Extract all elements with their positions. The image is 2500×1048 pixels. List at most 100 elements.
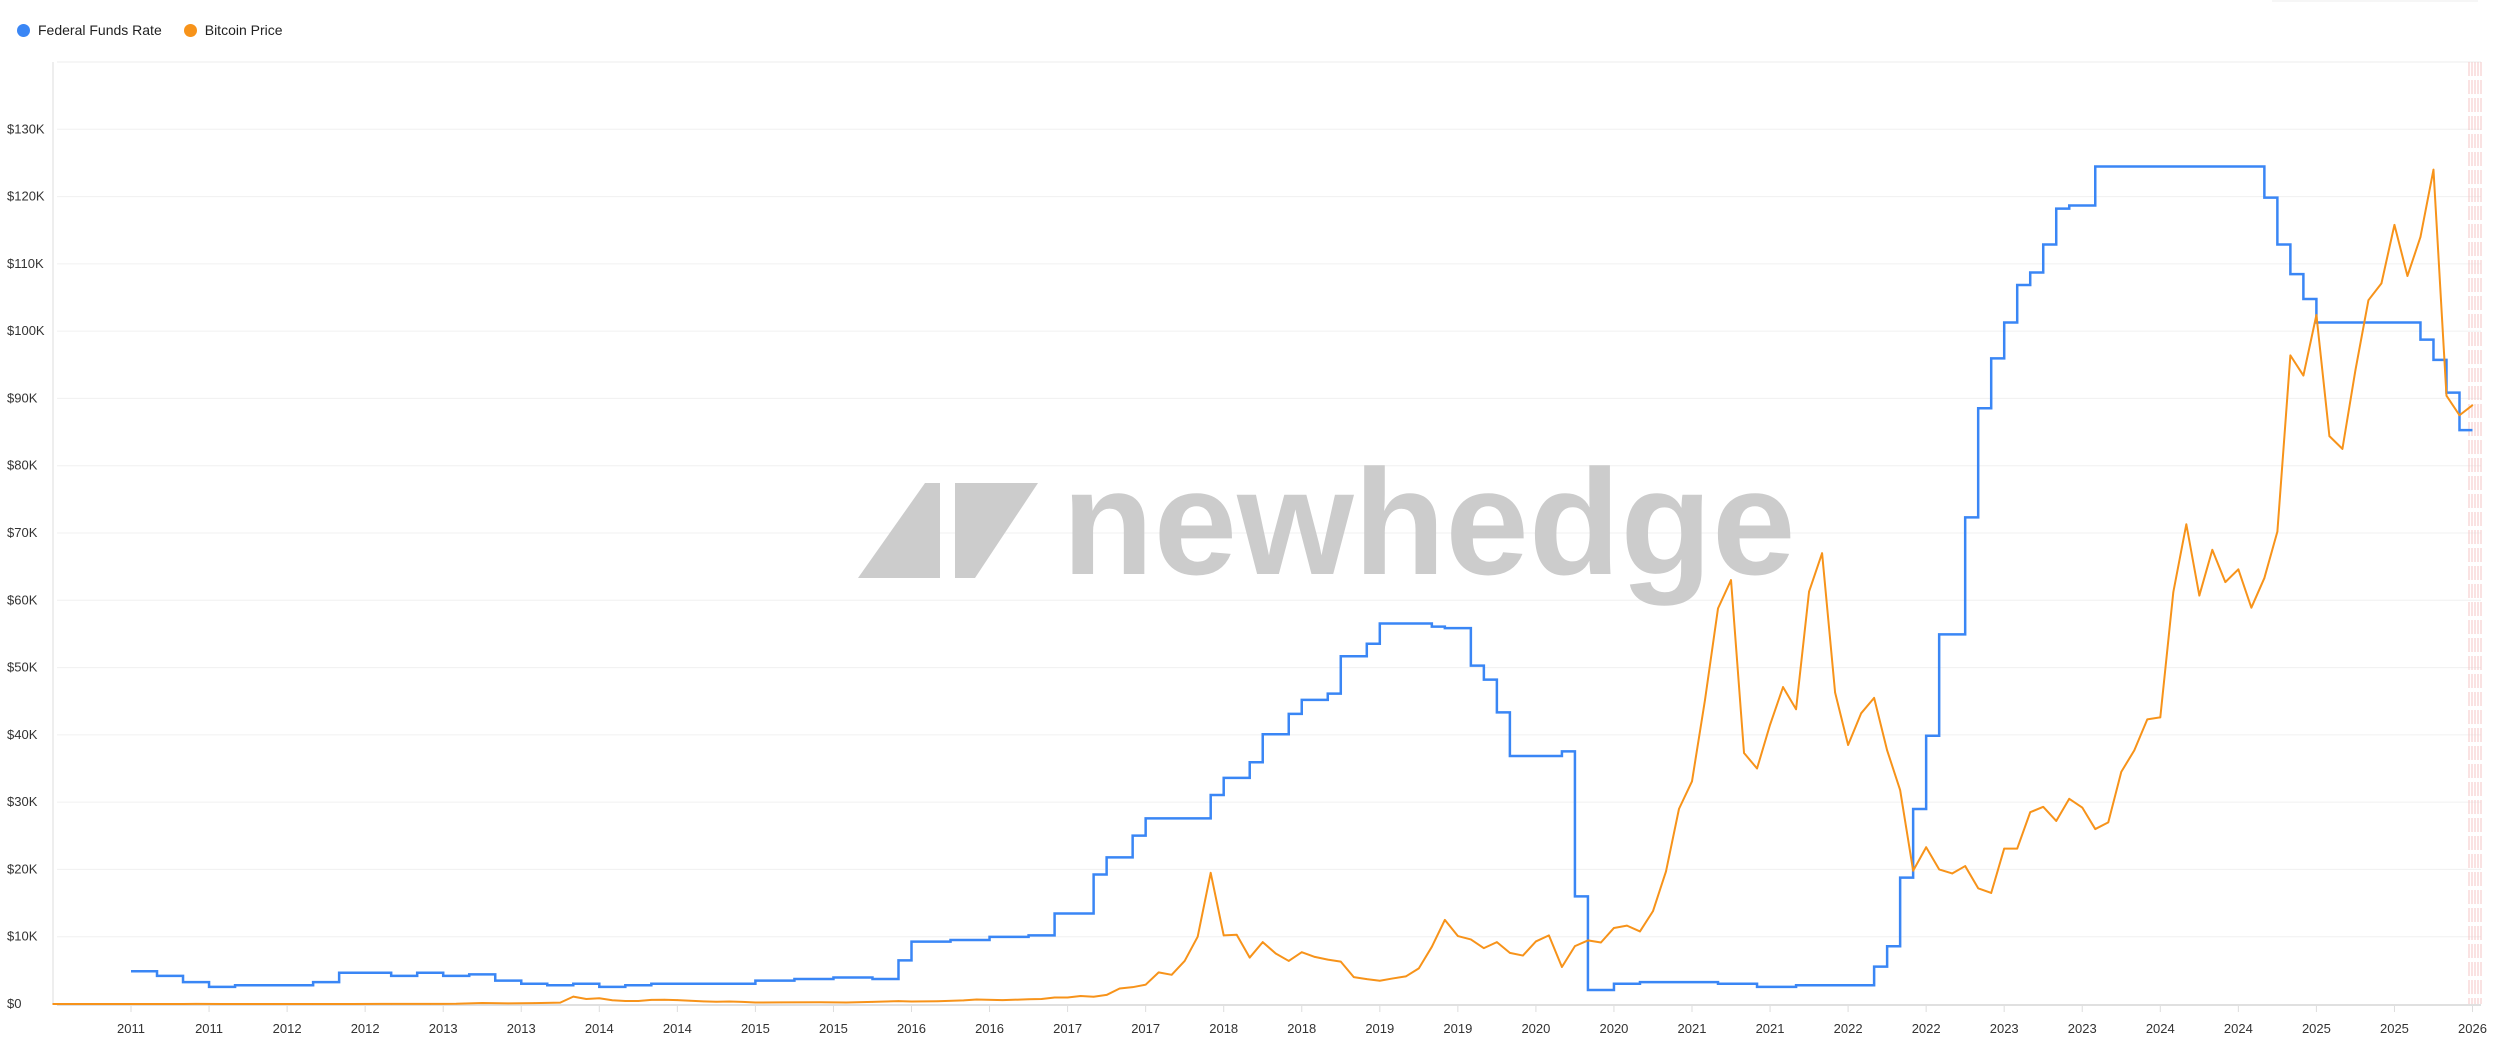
x-tick-label: 2020 [1599, 1021, 1628, 1036]
x-tick-label: 2022 [1834, 1021, 1863, 1036]
bitcoin-price-point [2055, 820, 2058, 822]
bitcoin-price-point [884, 1000, 887, 1003]
x-tick-label: 2011 [117, 1021, 145, 1036]
x-tick-label: 2018 [1287, 1021, 1316, 1036]
bitcoin-price-point [1665, 870, 1667, 873]
bitcoin-price-point [1379, 979, 1381, 982]
bitcoin-price-point [2016, 847, 2019, 850]
bitcoin-price-point [2432, 168, 2435, 171]
legend-item-federal-funds-rate[interactable]: Federal Funds Rate [17, 22, 162, 38]
bitcoin-price-point [1470, 938, 1472, 941]
bitcoin-price-point [910, 1000, 913, 1003]
bitcoin-price-point [572, 995, 575, 998]
bitcoin-price-point [442, 1003, 445, 1005]
shaded-region [2468, 62, 2482, 1004]
bitcoin-price-point [2107, 821, 2110, 824]
y-tick-label: $100K [7, 323, 45, 338]
bitcoin-price-point [1105, 994, 1108, 996]
y-tick-label: $70K [7, 525, 38, 540]
bitcoin-price-point [1704, 699, 1706, 701]
bitcoin-price-point [624, 1000, 627, 1002]
bitcoin-price-point [481, 1002, 484, 1004]
bitcoin-price-point [871, 1001, 874, 1003]
bitcoin-price-point [1912, 869, 1914, 872]
x-tick-label: 2025 [2380, 1021, 2409, 1036]
bitcoin-price-point [1079, 995, 1082, 997]
y-tick-label: $120K [7, 189, 45, 204]
bitcoin-price-point [1522, 954, 1524, 957]
bitcoin-price-point [1261, 941, 1264, 943]
bitcoin-price-point [1613, 927, 1615, 929]
bitcoin-price-point [1496, 941, 1498, 943]
bitcoin-price-point [559, 1001, 562, 1004]
bitcoin-price-point [533, 1002, 536, 1004]
y-tick-label: $80K [7, 458, 38, 473]
bitcoin-price-point [1743, 752, 1745, 754]
bitcoin-price-point [429, 1003, 431, 1005]
bitcoin-price-point [2419, 236, 2422, 238]
bitcoin-price-point [689, 999, 692, 1002]
bitcoin-price-point [455, 1002, 458, 1005]
logo-shape-left [858, 483, 940, 578]
bitcoin-price-point [1235, 933, 1238, 936]
bitcoin-price-point [1313, 956, 1316, 958]
bitcoin-price-point [1769, 723, 1771, 726]
bitcoin-price-point [2146, 718, 2149, 721]
x-tick-label: 2014 [585, 1021, 614, 1036]
x-tick-label: 2019 [1365, 1021, 1394, 1036]
bitcoin-price-point [1444, 919, 1446, 921]
bitcoin-price-point [130, 1003, 132, 1005]
bitcoin-price-point [1300, 951, 1303, 953]
bitcoin-price-point [1287, 960, 1290, 962]
bitcoin-price-point [637, 1000, 640, 1002]
bitcoin-price-point [1548, 934, 1550, 937]
bitcoin-price-point [1092, 995, 1095, 998]
logo-shape-right [955, 483, 1038, 578]
x-tick-label: 2022 [1912, 1021, 1941, 1036]
x-tick-label: 2017 [1053, 1021, 1082, 1036]
bitcoin-price-point [247, 1003, 249, 1005]
bitcoin-price-point [1066, 996, 1069, 999]
y-tick-label: $110K [7, 256, 44, 271]
y-tick-label: $0 [7, 996, 21, 1011]
bitcoin-price-point [845, 1001, 848, 1004]
bitcoin-price-point [1209, 871, 1212, 874]
bitcoin-price-point [273, 1003, 275, 1005]
bitcoin-price-point [741, 1001, 744, 1003]
bitcoin-price-point [1834, 691, 1836, 694]
bitcoin-price-point [2341, 448, 2344, 450]
bitcoin-price-point [52, 1003, 54, 1005]
bitcoin-price-point [2276, 530, 2279, 533]
bitcoin-price-point [1170, 973, 1173, 976]
bitcoin-price-point [1873, 697, 1875, 699]
bitcoin-price-point [507, 1002, 510, 1005]
bitcoin-price-point [351, 1003, 353, 1005]
x-tick-label: 2011 [195, 1021, 223, 1036]
bitcoin-price-point [1001, 999, 1004, 1001]
bitcoin-price-point [1157, 971, 1160, 974]
bitcoin-price-point [585, 998, 588, 1000]
y-tick-label: $30K [7, 794, 38, 809]
bitcoin-price-point [1691, 780, 1693, 783]
bitcoin-price-point [1183, 960, 1186, 962]
bitcoin-price-point [1040, 998, 1043, 1000]
bitcoin-price-point [221, 1003, 223, 1005]
bitcoin-price-point [2354, 369, 2357, 371]
bitcoin-price-point [1860, 712, 1862, 715]
x-tick-label: 2016 [897, 1021, 926, 1036]
bitcoin-price-point [2458, 414, 2461, 417]
bitcoin-price-point [1248, 956, 1251, 959]
bitcoin-price-point [2328, 435, 2331, 437]
bitcoin-price-point [182, 1003, 184, 1005]
legend-item-bitcoin-price[interactable]: Bitcoin Price [183, 22, 283, 38]
y-tick-label: $50K [7, 660, 38, 675]
x-tick-label: 2015 [741, 1021, 770, 1036]
bitcoin-price-point [1808, 590, 1810, 593]
bitcoin-price-point [2263, 577, 2266, 579]
bitcoin-price-point [1574, 945, 1576, 947]
bitcoin-price-point [1509, 952, 1511, 954]
x-tick-label: 2017 [1131, 1021, 1160, 1036]
x-tick-label: 2021 [1678, 1021, 1707, 1036]
bitcoin-price-point [1678, 808, 1680, 810]
